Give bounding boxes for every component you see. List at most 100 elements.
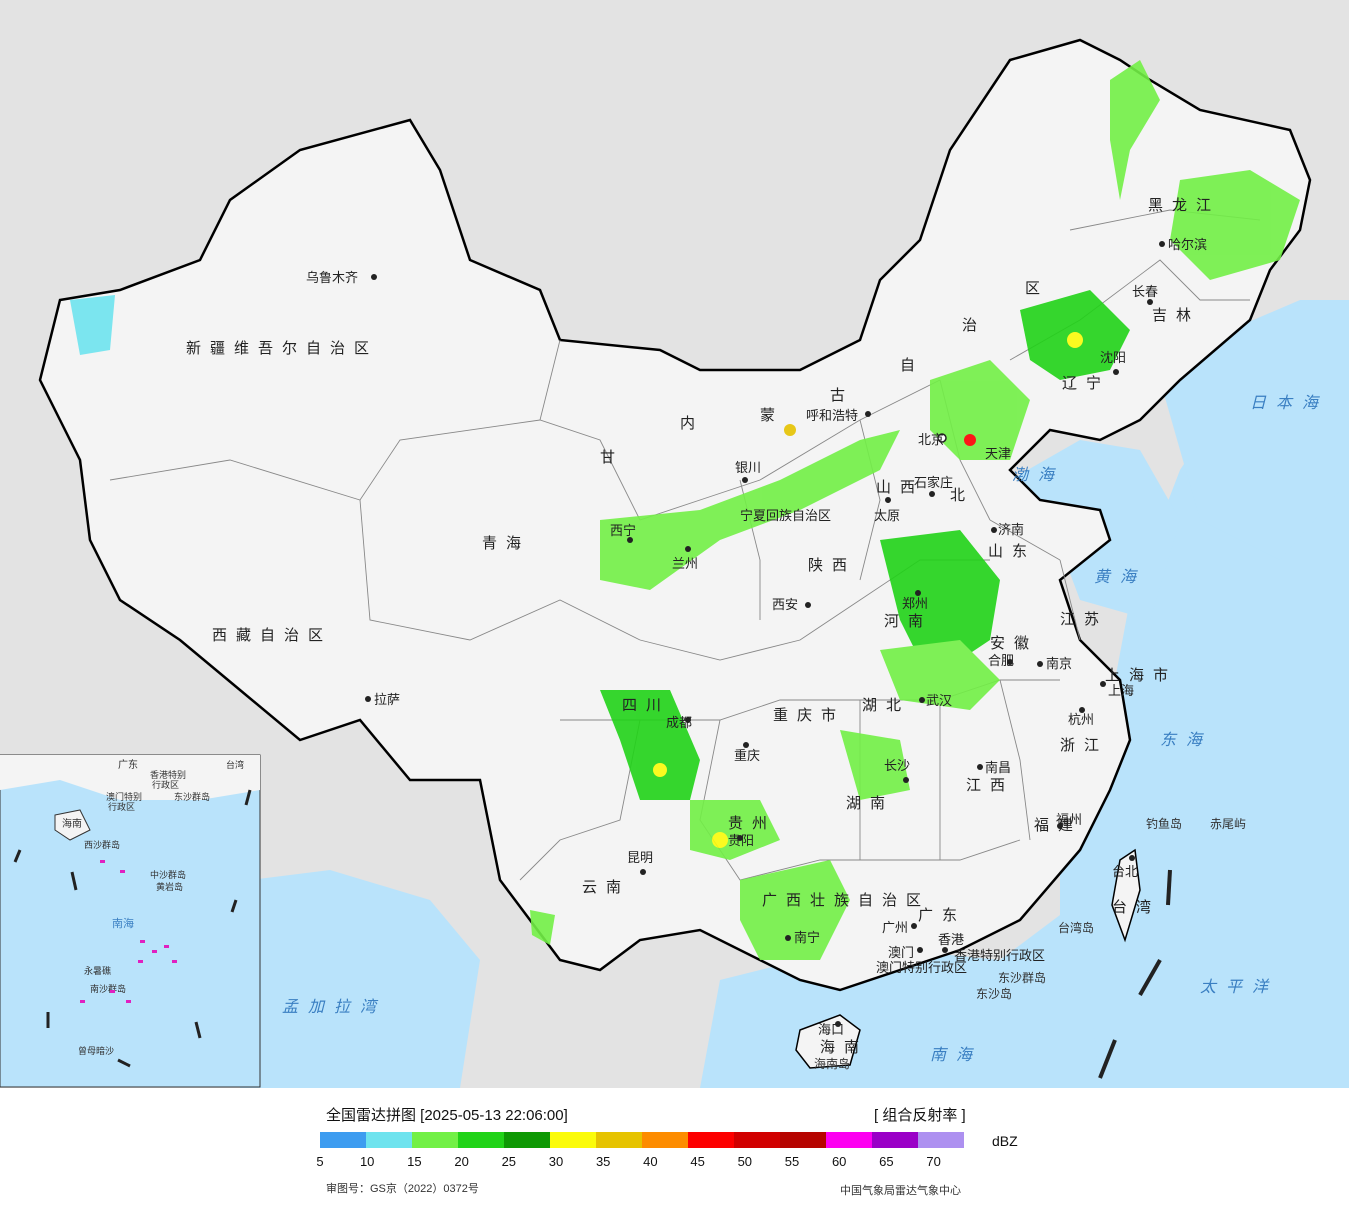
svg-text:香港: 香港 bbox=[938, 933, 964, 948]
approval-number: 审图号：GS京（2022）0372号 bbox=[326, 1183, 479, 1195]
scale-tick: 20 bbox=[454, 1154, 469, 1169]
province-label: 台湾 bbox=[1112, 898, 1160, 916]
island-label: 钓鱼岛 bbox=[1146, 816, 1182, 831]
province-label: 宁夏回族自治区 bbox=[740, 508, 831, 524]
island-label: 东沙群岛 bbox=[998, 970, 1046, 985]
province-label: 安徽 bbox=[990, 634, 1038, 652]
province-label: 山西 bbox=[876, 478, 924, 496]
taiwan-island bbox=[1111, 848, 1141, 943]
scale-ticks: 5 10 15 20 25 30 35 40 45 50 55 60 65 70 bbox=[316, 1154, 980, 1172]
province-label: 上海市 bbox=[1105, 666, 1177, 684]
scale-tick: 70 bbox=[926, 1154, 941, 1169]
city-xian: 西安 bbox=[772, 598, 811, 613]
sea-label: 孟加拉湾 bbox=[282, 997, 386, 1016]
svg-text:南京: 南京 bbox=[1046, 656, 1072, 672]
svg-text:广州: 广州 bbox=[882, 921, 908, 936]
province-label: 四川 bbox=[622, 696, 670, 714]
svg-text:石家庄: 石家庄 bbox=[914, 475, 953, 491]
svg-text:南沙群岛: 南沙群岛 bbox=[90, 983, 126, 995]
sea-label: 南海 bbox=[930, 1045, 982, 1064]
city-wuhan: 武汉 bbox=[919, 694, 952, 709]
svg-text:东沙群岛: 东沙群岛 bbox=[174, 791, 210, 803]
echo-yunnan-border bbox=[530, 910, 555, 945]
city-xining: 西宁 bbox=[610, 523, 636, 543]
scale-swatch bbox=[918, 1132, 964, 1148]
svg-text:南昌: 南昌 bbox=[985, 760, 1011, 776]
province-label: 江西 bbox=[966, 776, 1014, 794]
province-label: 河南 bbox=[884, 612, 932, 630]
province-label: 天津 bbox=[985, 447, 1011, 462]
echo-guangxi bbox=[740, 860, 850, 960]
province-label: 重庆市 bbox=[773, 706, 845, 724]
province-label: 黑龙江 bbox=[1148, 196, 1220, 214]
province-label: 澳门特别行政区 bbox=[876, 960, 967, 976]
svg-text:行政区: 行政区 bbox=[152, 779, 179, 791]
sea-label: 日本海 bbox=[1250, 393, 1328, 412]
scale-tick: 40 bbox=[643, 1154, 658, 1169]
sea-label: 太平洋 bbox=[1200, 977, 1278, 996]
city-kunming: 昆明 bbox=[627, 851, 653, 875]
island-label: 台湾岛 bbox=[1058, 920, 1094, 935]
city-nanning: 南宁 bbox=[785, 930, 820, 946]
svg-text:太原: 太原 bbox=[874, 509, 900, 524]
scale-tick: 50 bbox=[737, 1154, 753, 1169]
svg-text:福州: 福州 bbox=[1056, 813, 1082, 828]
scale-tick: 5 bbox=[316, 1154, 324, 1169]
svg-text:曾母暗沙: 曾母暗沙 bbox=[78, 1045, 114, 1057]
city-nanjing: 南京 bbox=[1037, 656, 1072, 672]
svg-text:西沙群岛: 西沙群岛 bbox=[84, 839, 120, 851]
svg-text:西宁: 西宁 bbox=[610, 523, 636, 539]
svg-text:海口: 海口 bbox=[818, 1023, 844, 1038]
svg-text:兰州: 兰州 bbox=[672, 557, 698, 572]
scale-tick: 25 bbox=[501, 1154, 517, 1169]
city-taiyuan: 太原 bbox=[874, 497, 900, 524]
svg-text:成都: 成都 bbox=[666, 716, 692, 731]
city-yinchuan: 银川 bbox=[735, 461, 761, 483]
city-macau: 澳门 bbox=[888, 945, 923, 961]
svg-text:武汉: 武汉 bbox=[926, 694, 952, 709]
legend-panel: 全国雷达拼图 [2025-05-13 22:06:00] [ 组合反射率 ] 5… bbox=[0, 1088, 1349, 1208]
svg-text:杭州: 杭州 bbox=[1068, 713, 1094, 728]
city-changsha: 长沙 bbox=[884, 759, 910, 783]
province-label: 海南 bbox=[820, 1038, 868, 1056]
dash-line bbox=[1098, 869, 1172, 1079]
svg-text:中沙群岛: 中沙群岛 bbox=[150, 869, 186, 881]
svg-text:永暑礁: 永暑礁 bbox=[84, 965, 111, 977]
scale-swatch bbox=[458, 1132, 504, 1148]
radar-echoes bbox=[70, 60, 1300, 960]
city-hefei: 合肥 bbox=[988, 654, 1014, 669]
province-label: 贵州 bbox=[728, 814, 776, 832]
echo-north-band bbox=[600, 430, 900, 590]
svg-text:香港特别: 香港特别 bbox=[150, 769, 186, 781]
south-china-sea-inset: 海南 广东 香港特别 行政区 澳门特别 行政区 东沙群岛 西沙群岛 中沙群岛 黄… bbox=[0, 754, 261, 1088]
city-guiyang: 贵阳 bbox=[728, 834, 754, 849]
scale-tick: 55 bbox=[784, 1154, 800, 1169]
scale-tick: 60 bbox=[831, 1154, 847, 1169]
svg-text:贵阳: 贵阳 bbox=[728, 834, 754, 849]
svg-text:广东: 广东 bbox=[118, 758, 138, 771]
svg-text:台湾: 台湾 bbox=[226, 759, 244, 771]
city-shanghai: 上海 bbox=[1100, 681, 1134, 699]
city-markers: 乌鲁木齐 拉萨 西宁 兰州 银川 呼和浩特 北京 石家庄 太原 济南 郑州 西安… bbox=[306, 237, 1207, 1038]
scale-swatch bbox=[780, 1132, 826, 1148]
province-label: 广东 bbox=[918, 906, 966, 924]
province-label: 福建 bbox=[1034, 816, 1082, 834]
map-title: 全国雷达拼图 [2025-05-13 22:06:00] bbox=[326, 1107, 568, 1124]
svg-text:南宁: 南宁 bbox=[794, 930, 820, 946]
city-shijiazhuang: 石家庄 bbox=[914, 475, 953, 497]
radar-map: 新疆维吾尔自治区 西藏自治区 青海 甘 内 蒙 古 自 治 区 黑龙江 吉林 辽… bbox=[0, 0, 1349, 1088]
city-changchun: 长春 bbox=[1132, 285, 1158, 305]
province-label: 治 bbox=[962, 316, 986, 334]
scale-tick: 30 bbox=[548, 1154, 564, 1169]
ocean-bay-of-bengal bbox=[240, 870, 480, 1088]
echo-xinjiang-west bbox=[70, 295, 115, 355]
svg-text:重庆: 重庆 bbox=[734, 748, 760, 764]
echo-sichuan-core bbox=[653, 763, 667, 777]
scale-swatch bbox=[504, 1132, 550, 1148]
province-label: 古 bbox=[830, 386, 854, 404]
province-label: 辽宁 bbox=[1062, 374, 1110, 392]
svg-text:上海: 上海 bbox=[1108, 684, 1134, 699]
province-label: 浙江 bbox=[1060, 736, 1108, 754]
province-label: 广西壮族自治区 bbox=[762, 891, 930, 909]
island-label: 东沙岛 bbox=[976, 986, 1012, 1001]
